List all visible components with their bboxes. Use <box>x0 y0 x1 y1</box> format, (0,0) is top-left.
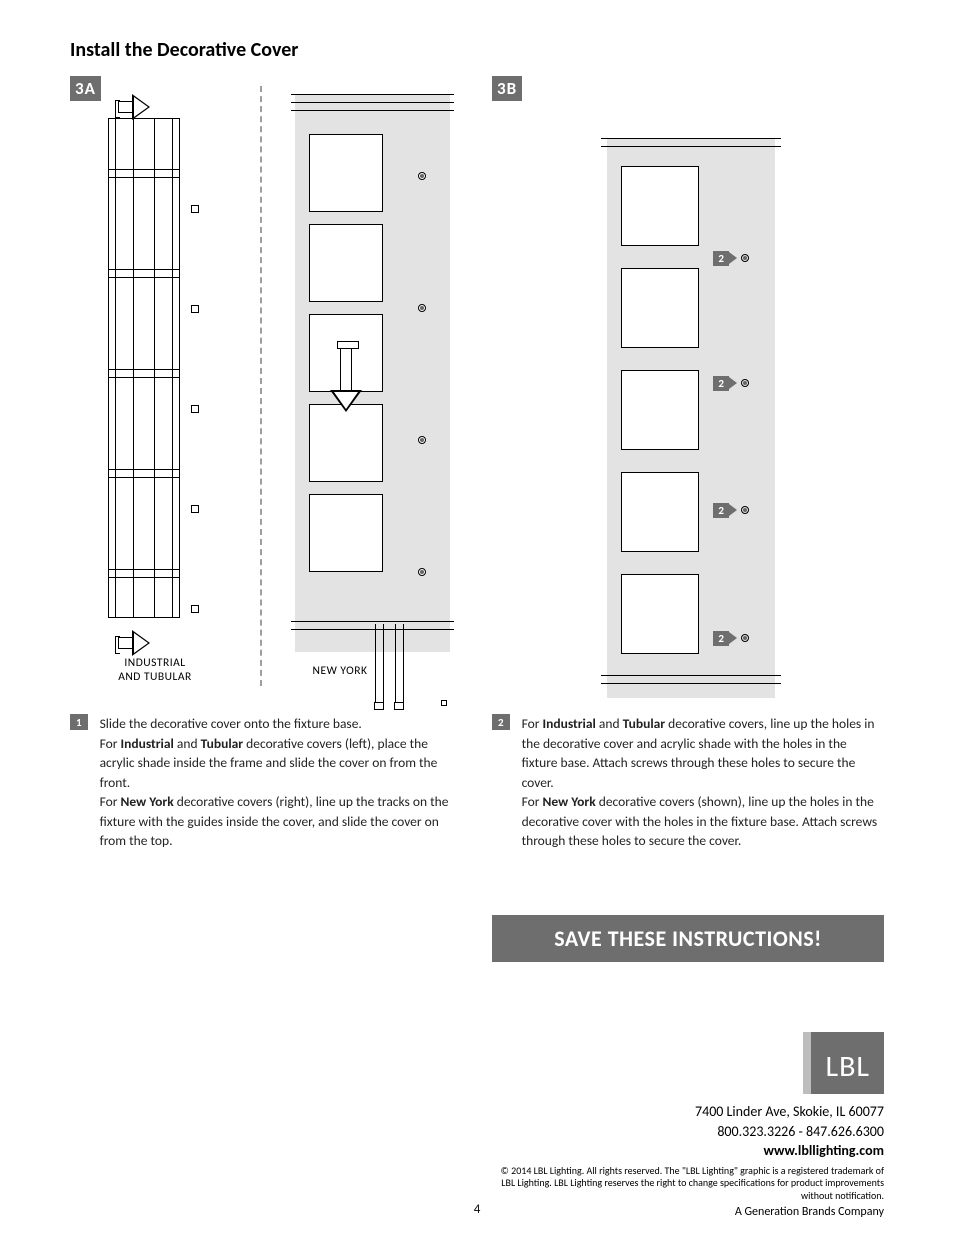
screw-callout: 2 <box>713 373 749 392</box>
newyork-cover-3b-illustration: 2 2 2 2 <box>607 138 775 698</box>
caption-newyork: NEW YORK <box>300 664 380 678</box>
step-number-badge: 1 <box>70 714 88 730</box>
footer-legal: © 2014 LBL Lighting. All rights reserved… <box>492 1165 884 1203</box>
newyork-tracks-illustration <box>375 624 435 702</box>
save-instructions-banner: SAVE THESE INSTRUCTIONS! <box>492 915 884 962</box>
step-number-badge: 2 <box>492 714 510 730</box>
diagram-3a: 3A <box>70 76 460 696</box>
screw-callout: 2 <box>713 248 749 267</box>
instruction-step-2: 2 For Industrial and Tubular decorative … <box>492 714 884 851</box>
left-column: 3A <box>70 76 462 1221</box>
divider-dashed <box>260 86 262 686</box>
footer: LBL 7400 Linder Ave, Skokie, IL 60077 80… <box>492 1032 884 1221</box>
newyork-cover-illustration <box>295 94 450 652</box>
arrow-right-icon <box>118 632 158 654</box>
footer-address: 7400 Linder Ave, Skokie, IL 60077 <box>492 1102 884 1122</box>
page-title: Install the Decorative Cover <box>70 38 884 62</box>
step-1-text: Slide the decorative cover onto the fixt… <box>100 714 462 851</box>
footer-url: www.lbllighting.com <box>492 1141 884 1161</box>
step-2-text: For Industrial and Tubular decorative co… <box>522 714 884 851</box>
right-column: 3B 2 2 2 2 2 For Industrial and Tubular … <box>492 76 884 1221</box>
footer-phones: 800.323.3226 - 847.626.6300 <box>492 1122 884 1142</box>
screw-callout: 2 <box>713 500 749 519</box>
diagram-3b: 3B 2 2 2 2 <box>492 76 882 696</box>
content-columns: 3A <box>70 76 884 1221</box>
caption-industrial: INDUSTRIAL AND TUBULAR <box>100 656 210 684</box>
industrial-frame-illustration <box>108 118 180 618</box>
lbl-logo: LBL <box>811 1032 884 1094</box>
step-label-3b: 3B <box>492 76 522 101</box>
arrow-right-icon <box>118 96 158 118</box>
arrow-down-icon <box>332 348 360 420</box>
step-label-3a: 3A <box>70 76 101 101</box>
page-number: 4 <box>474 1202 481 1217</box>
instruction-step-1: 1 Slide the decorative cover onto the fi… <box>70 714 462 851</box>
screw-callout: 2 <box>713 628 749 647</box>
footer-generation-brands: A Generation Brands Company <box>492 1204 884 1221</box>
